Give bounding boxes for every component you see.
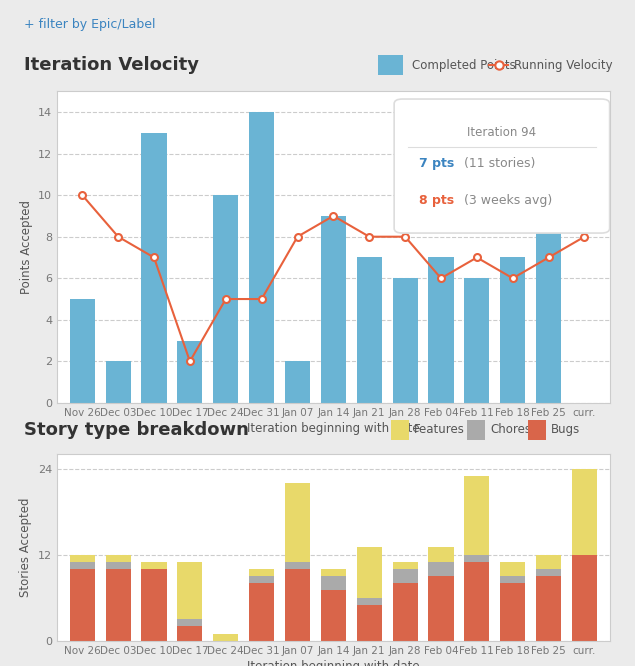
Bar (500, 258, 525, 403)
Bar (357, 597, 382, 605)
Bar (429, 576, 453, 641)
Y-axis label: Points Accepted: Points Accepted (20, 200, 32, 294)
Bar (70, 569, 95, 641)
Bar (285, 362, 310, 403)
Bar (105, 555, 131, 562)
Text: 7 pts: 7 pts (419, 157, 454, 170)
FancyBboxPatch shape (467, 420, 485, 440)
Text: Completed Points: Completed Points (412, 59, 516, 72)
Text: Chores: Chores (490, 423, 531, 436)
Bar (572, 469, 597, 555)
FancyBboxPatch shape (394, 99, 610, 233)
Bar (285, 569, 310, 641)
Bar (536, 569, 561, 576)
Bar (464, 555, 490, 562)
Bar (500, 583, 525, 641)
Bar (392, 583, 418, 641)
Bar (142, 133, 166, 403)
Bar (464, 476, 490, 555)
X-axis label: Iteration beginning with date: Iteration beginning with date (247, 660, 420, 666)
Text: Iteration 94: Iteration 94 (467, 125, 537, 139)
Bar (321, 591, 346, 641)
Bar (249, 576, 274, 583)
Bar (213, 195, 238, 403)
Bar (392, 569, 418, 583)
Bar (392, 562, 418, 569)
Bar (536, 555, 561, 569)
Bar (464, 278, 490, 403)
Text: Bugs: Bugs (551, 423, 580, 436)
Bar (105, 562, 131, 569)
Bar (464, 562, 490, 641)
Bar (177, 619, 203, 626)
Bar (249, 569, 274, 576)
Text: Iteration Velocity: Iteration Velocity (23, 56, 199, 75)
Bar (429, 258, 453, 403)
Bar (536, 112, 561, 403)
Bar (357, 258, 382, 403)
Bar (392, 278, 418, 403)
Bar (105, 362, 131, 403)
Text: Running Velocity: Running Velocity (514, 59, 612, 72)
Bar (429, 547, 453, 562)
Bar (249, 112, 274, 403)
Bar (142, 569, 166, 641)
Point (114, 382, 121, 390)
Bar (70, 555, 95, 562)
FancyBboxPatch shape (528, 420, 546, 440)
Bar (572, 555, 597, 641)
Text: 8 pts: 8 pts (419, 194, 454, 207)
Bar (142, 562, 166, 569)
Bar (321, 569, 346, 576)
X-axis label: Iteration beginning with date: Iteration beginning with date (247, 422, 420, 435)
Text: Features: Features (414, 423, 465, 436)
Bar (321, 576, 346, 591)
Bar (500, 562, 525, 576)
Bar (357, 547, 382, 597)
Point (101, 382, 109, 390)
FancyBboxPatch shape (378, 55, 403, 75)
Bar (285, 562, 310, 569)
Bar (177, 626, 203, 641)
FancyBboxPatch shape (391, 420, 409, 440)
Text: (11 stories): (11 stories) (460, 157, 536, 170)
Bar (249, 583, 274, 641)
Text: + filter by Epic/Label: + filter by Epic/Label (23, 18, 155, 31)
Text: Story type breakdown: Story type breakdown (23, 420, 248, 439)
Bar (70, 299, 95, 403)
Bar (213, 633, 238, 641)
Bar (70, 562, 95, 569)
Bar (177, 562, 203, 619)
Bar (536, 576, 561, 641)
Bar (285, 483, 310, 562)
Bar (177, 340, 203, 403)
Bar (357, 605, 382, 641)
Bar (429, 562, 453, 576)
Bar (105, 569, 131, 641)
Bar (321, 216, 346, 403)
Text: (3 weeks avg): (3 weeks avg) (460, 194, 552, 207)
Bar (500, 576, 525, 583)
Y-axis label: Stories Accepted: Stories Accepted (20, 498, 32, 597)
